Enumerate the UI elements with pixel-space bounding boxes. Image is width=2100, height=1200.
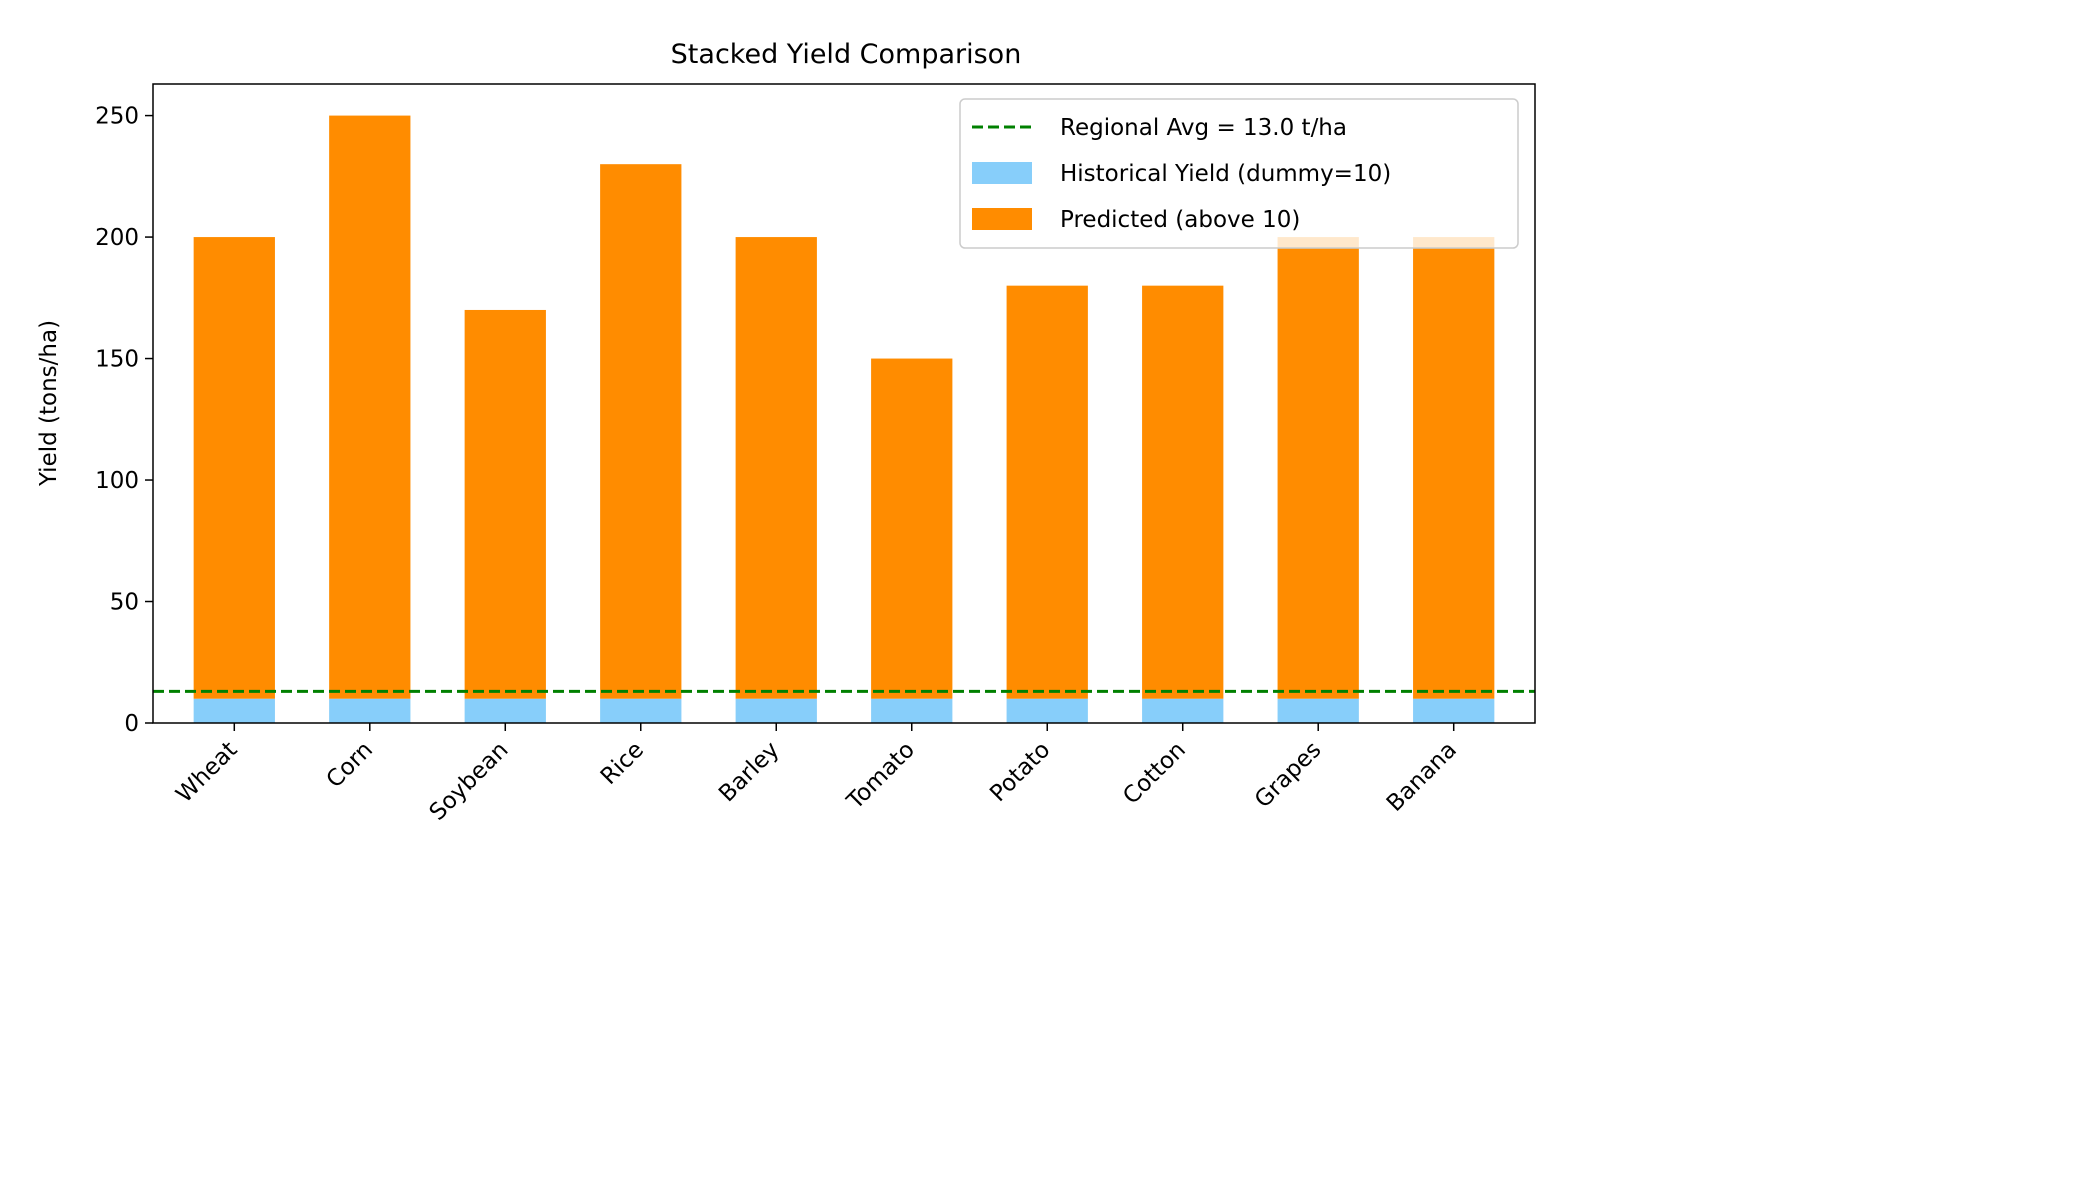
bar-potato-series-0 — [1006, 698, 1088, 723]
plot-frame — [152, 83, 1536, 724]
bar-tomato-series-0 — [871, 698, 953, 723]
y-axis-label: Yield (tons/ha) — [36, 320, 62, 487]
y-tick-label-250: 250 — [95, 104, 139, 130]
legend-label-0: Regional Avg = 13.0 t/ha — [1060, 115, 1347, 141]
bar-grapes-series-1 — [1277, 237, 1359, 699]
legend-box — [959, 98, 1519, 249]
chart: Stacked Yield Comparison Yield (tons/ha)… — [36, 39, 1536, 826]
y-tick-label-150: 150 — [95, 347, 139, 373]
x-tick-label-banana: Banana — [1382, 737, 1462, 817]
bar-soybean-series-1 — [464, 309, 546, 699]
bar-rice-series-0 — [600, 698, 682, 723]
chart-title: Stacked Yield Comparison — [671, 39, 1022, 70]
stacked-bar-chart: Stacked Yield Comparison Yield (tons/ha)… — [36, 39, 1536, 826]
bar-cotton-series-0 — [1142, 698, 1224, 723]
legend-label-2: Predicted (above 10) — [1060, 207, 1300, 233]
bar-banana-series-0 — [1413, 698, 1495, 723]
bar-corn-series-1 — [329, 115, 411, 699]
x-tick-label-potato: Potato — [985, 737, 1055, 807]
bar-rice-series-1 — [600, 164, 682, 699]
bar-potato-series-1 — [1006, 285, 1088, 699]
bar-grapes-series-0 — [1277, 698, 1359, 723]
bar-barley-series-1 — [735, 237, 817, 699]
y-tick-label-0: 0 — [124, 711, 139, 737]
x-tick-label-barley: Barley — [714, 737, 784, 807]
legend: Regional Avg = 13.0 t/ha Historical Yield… — [959, 98, 1519, 249]
x-tick-label-grapes: Grapes — [1250, 737, 1326, 813]
x-tick-label-wheat: Wheat — [171, 737, 242, 808]
legend-swatch-series-1 — [972, 208, 1032, 230]
y-tick-label-100: 100 — [95, 468, 139, 494]
bar-banana-series-1 — [1413, 237, 1495, 699]
legend-label-1: Historical Yield (dummy=10) — [1060, 161, 1391, 187]
bar-barley-series-0 — [735, 698, 817, 723]
bar-corn-series-0 — [329, 698, 411, 723]
bars-layer — [193, 115, 1495, 723]
bar-soybean-series-0 — [464, 698, 546, 723]
x-tick-label-tomato: Tomato — [842, 737, 920, 815]
bar-wheat-series-1 — [193, 237, 275, 699]
x-tick-label-corn: Corn — [322, 737, 378, 793]
x-tick-label-cotton: Cotton — [1118, 737, 1191, 810]
bar-cotton-series-1 — [1142, 285, 1224, 699]
legend-swatch-series-0 — [972, 162, 1032, 184]
bar-wheat-series-0 — [193, 698, 275, 723]
x-tick-label-rice: Rice — [596, 737, 649, 790]
y-tick-label-200: 200 — [95, 225, 139, 251]
bar-tomato-series-1 — [871, 358, 953, 699]
x-tick-label-soybean: Soybean — [425, 737, 514, 826]
y-tick-label-50: 50 — [110, 590, 139, 616]
